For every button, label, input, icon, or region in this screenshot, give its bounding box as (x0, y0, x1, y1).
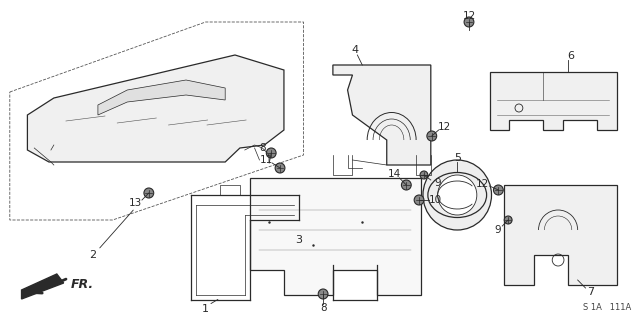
Text: 1: 1 (202, 304, 209, 314)
Text: 6: 6 (567, 51, 574, 61)
Polygon shape (22, 274, 63, 299)
Circle shape (420, 171, 428, 179)
Circle shape (414, 195, 424, 205)
Circle shape (493, 185, 503, 195)
Text: 11: 11 (260, 155, 273, 165)
Circle shape (427, 131, 436, 141)
Text: 12: 12 (476, 179, 490, 189)
Circle shape (144, 188, 154, 198)
Text: 9: 9 (494, 225, 500, 235)
Circle shape (266, 148, 276, 158)
Polygon shape (504, 185, 617, 285)
Circle shape (504, 216, 512, 224)
Text: 12: 12 (462, 11, 476, 21)
Text: S 1A   111A: S 1A 111A (582, 303, 631, 313)
Polygon shape (250, 178, 421, 295)
Text: 3: 3 (295, 235, 302, 245)
Circle shape (401, 180, 412, 190)
Circle shape (464, 17, 474, 27)
Text: 9: 9 (435, 178, 441, 188)
Polygon shape (98, 80, 225, 115)
Polygon shape (490, 72, 617, 130)
Text: 5: 5 (454, 153, 461, 163)
Circle shape (423, 160, 492, 230)
Text: FR.: FR. (70, 278, 93, 291)
Circle shape (438, 175, 477, 215)
Polygon shape (333, 65, 431, 165)
Text: 8: 8 (320, 303, 326, 313)
Circle shape (275, 163, 285, 173)
Polygon shape (28, 55, 284, 162)
Text: 13: 13 (129, 198, 141, 208)
Text: 2: 2 (90, 250, 97, 260)
Text: 14: 14 (388, 169, 401, 179)
Text: 7: 7 (587, 287, 594, 297)
Circle shape (318, 289, 328, 299)
Text: 12: 12 (438, 122, 451, 132)
Text: 10: 10 (429, 195, 442, 205)
Text: 4: 4 (352, 45, 359, 55)
Text: 8: 8 (259, 143, 266, 153)
